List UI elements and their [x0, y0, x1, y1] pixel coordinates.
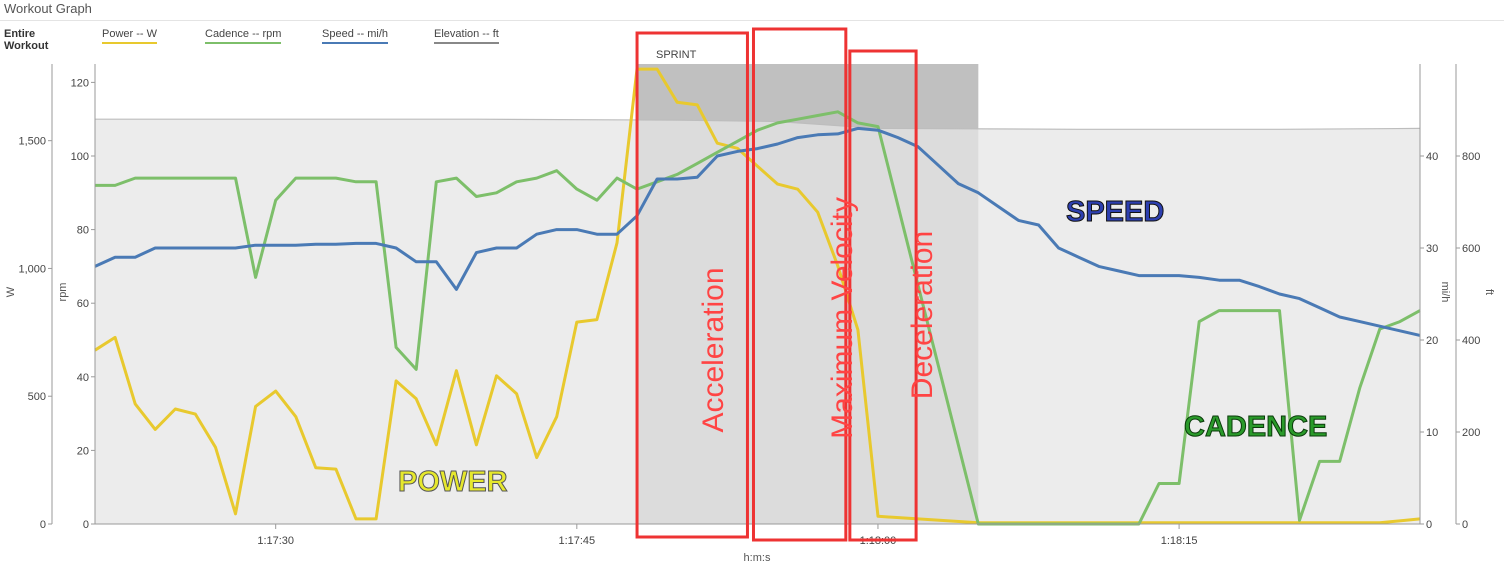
cadence-tick-label: 40	[77, 372, 89, 384]
cadence-tick-label: 20	[77, 445, 89, 457]
legend-item-elevation[interactable]: Elevation -- ft	[434, 28, 499, 44]
legend-item-speed[interactable]: Speed -- mi/h	[322, 28, 389, 44]
phase-box-deceleration	[848, 49, 918, 542]
elevation-tick-label: 800	[1462, 151, 1480, 163]
speed-tick-label: 10	[1426, 427, 1438, 439]
speed-tick-label: 40	[1426, 151, 1438, 163]
legend-scope[interactable]: Entire Workout	[4, 28, 49, 52]
elevation-axis-label: ft	[1483, 289, 1495, 295]
elevation-tick-label: 200	[1462, 427, 1480, 439]
speed-tick-label: 20	[1426, 335, 1438, 347]
annotation-power: POWER	[398, 466, 508, 498]
power-tick-label: 1,500	[18, 136, 46, 148]
elevation-tick-label: 600	[1462, 243, 1480, 255]
legend-item-cadence[interactable]: Cadence -- rpm	[205, 28, 282, 44]
x-tick-label: 1:17:45	[558, 535, 595, 547]
x-tick-label: 1:18:15	[1161, 535, 1198, 547]
cadence-tick-label: 120	[71, 77, 89, 89]
window-title: Workout Graph	[4, 1, 92, 16]
x-tick-label: 1:17:30	[257, 535, 294, 547]
cadence-axis-label: rpm	[57, 283, 69, 302]
annotation-acceleration: Acceleration	[697, 267, 730, 432]
speed-tick-label: 30	[1426, 243, 1438, 255]
series-power-line	[94, 67, 1421, 525]
legend-item-power[interactable]: Power -- W	[102, 28, 157, 44]
title-divider	[0, 20, 1504, 21]
cadence-tick-label: 0	[83, 519, 89, 531]
cadence-tick-label: 80	[77, 225, 89, 237]
power-tick-label: 0	[40, 519, 46, 531]
x-axis-label: h:m:s	[744, 552, 771, 564]
power-axis-label: W	[5, 286, 17, 297]
annotation-speed: SPEED	[1066, 196, 1164, 228]
series-cadence-line	[95, 110, 1421, 526]
phase-box-acceleration	[635, 31, 749, 539]
annotation-maximum-velocity: Maximum Velocity	[826, 197, 859, 439]
cadence-tick-label: 60	[77, 298, 89, 310]
cadence-tick-label: 100	[71, 151, 89, 163]
series-speed-line	[94, 126, 1421, 337]
sprint-label: SPRINT	[656, 49, 697, 61]
speed-axis-label: mi/h	[1439, 282, 1451, 303]
elevation-tick-label: 400	[1462, 335, 1480, 347]
power-tick-label: 500	[28, 391, 46, 403]
annotation-deceleration: Deceleration	[906, 231, 939, 399]
elevation-tick-label: 0	[1462, 519, 1468, 531]
phase-box-maximum-velocity	[751, 27, 848, 542]
annotation-cadence: CADENCE	[1184, 411, 1327, 443]
speed-tick-label: 0	[1426, 519, 1432, 531]
power-tick-label: 1,000	[18, 263, 46, 275]
